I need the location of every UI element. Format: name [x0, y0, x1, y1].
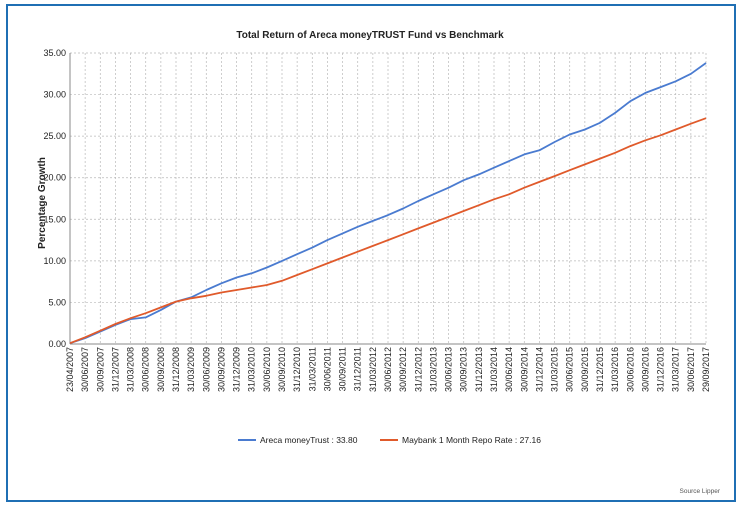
- y-tick-label: 10.00: [43, 256, 66, 266]
- x-tick-label: 29/09/2017: [701, 347, 711, 392]
- x-tick-label: 30/09/2010: [277, 347, 287, 392]
- x-tick-labels: 23/04/2007 30/06/2007 30/09/2007 31/12/2007…: [65, 347, 711, 392]
- x-tick-label: 31/03/2016: [610, 347, 620, 392]
- source-note: Source Lipper: [680, 488, 721, 495]
- x-tick-label: 30/06/2007: [80, 347, 90, 392]
- y-tick-label: 20.00: [43, 173, 66, 183]
- x-tick-label: 30/09/2007: [95, 347, 105, 392]
- legend-label-1: Areca moneyTrust : 33.80: [260, 435, 358, 445]
- x-tick-label: 30/06/2015: [565, 347, 575, 392]
- x-tick-label: 31/12/2013: [474, 347, 484, 392]
- x-tick-label: 31/12/2014: [534, 347, 544, 392]
- y-tick-labels: 0.00 5.00 10.00 15.00 20.00 25.00 30.00 35.00: [43, 48, 66, 349]
- x-tick-label: 31/12/2008: [171, 347, 181, 392]
- legend-label-2: Maybank 1 Month Repo Rate : 27.16: [402, 435, 541, 445]
- chart-title: Total Return of Areca moneyTRUST Fund vs…: [236, 30, 504, 41]
- y-axis-label: Percentage Growth: [37, 157, 48, 249]
- x-tick-label: 31/12/2009: [232, 347, 242, 392]
- x-tick-label: 30/06/2009: [201, 347, 211, 392]
- x-tick-label: 31/03/2010: [247, 347, 257, 392]
- x-tick-label: 30/06/2013: [444, 347, 454, 392]
- y-tick-label: 0.00: [48, 339, 66, 349]
- series-lines: [69, 62, 707, 345]
- x-tick-label: 30/06/2008: [141, 347, 151, 392]
- x-tick-label: 30/09/2012: [398, 347, 408, 392]
- x-tick-label: 31/12/2011: [353, 347, 363, 391]
- x-tick-label: 30/06/2016: [625, 347, 635, 392]
- x-tick-label: 30/09/2008: [156, 347, 166, 392]
- x-tick-label: 31/12/2016: [656, 347, 666, 392]
- x-tick-label: 30/06/2012: [383, 347, 393, 392]
- x-tick-label: 30/06/2011: [322, 347, 332, 391]
- x-tick-label: 31/03/2011: [307, 347, 317, 391]
- axes: [69, 53, 706, 345]
- x-tick-label: 30/09/2015: [580, 347, 590, 392]
- x-tick-label: 31/12/2012: [413, 347, 423, 392]
- legend: Areca moneyTrust : 33.80 Maybank 1 Month …: [238, 435, 541, 445]
- x-tick-label: 30/06/2014: [504, 347, 514, 392]
- x-tick-label: 30/09/2016: [640, 347, 650, 392]
- x-tick-label: 31/03/2015: [550, 347, 560, 392]
- x-tick-label: 31/03/2012: [368, 347, 378, 392]
- chart-frame: Total Return of Areca moneyTRUST Fund vs…: [6, 4, 736, 502]
- x-tick-label: 30/09/2014: [519, 347, 529, 392]
- series-line-2: [69, 117, 707, 345]
- x-tick-label: 31/03/2014: [489, 347, 499, 392]
- x-tick-label: 30/09/2013: [459, 347, 469, 392]
- x-tick-label: 30/06/2010: [262, 347, 272, 392]
- y-tick-label: 5.00: [48, 297, 66, 307]
- x-tick-label: 30/09/2011: [338, 347, 348, 391]
- grid: [69, 52, 707, 345]
- x-tick-label: 31/12/2015: [595, 347, 605, 392]
- y-tick-label: 15.00: [43, 214, 66, 224]
- x-tick-label: 30/09/2009: [216, 347, 226, 392]
- x-tick-label: 31/12/2007: [110, 347, 120, 392]
- x-tick-label: 31/12/2010: [292, 347, 302, 392]
- y-tick-label: 35.00: [43, 48, 66, 58]
- x-tick-label: 31/03/2008: [126, 347, 136, 392]
- x-tick-label: 30/06/2017: [686, 347, 696, 392]
- y-tick-label: 30.00: [43, 90, 66, 100]
- x-tick-label: 31/03/2017: [671, 347, 681, 392]
- x-tick-label: 31/03/2013: [428, 347, 438, 392]
- y-tick-label: 25.00: [43, 131, 66, 141]
- x-tick-label: 23/04/2007: [65, 347, 75, 392]
- line-chart: Total Return of Areca moneyTRUST Fund vs…: [37, 30, 721, 495]
- x-tick-label: 31/03/2009: [186, 347, 196, 392]
